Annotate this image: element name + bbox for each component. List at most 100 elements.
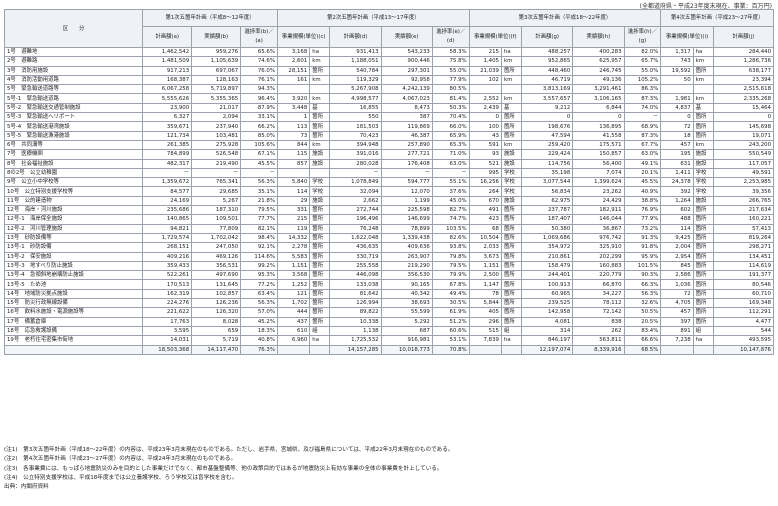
plan1-cell: 1,481,509: [142, 56, 193, 67]
plan3-cell: 49,136: [572, 74, 625, 86]
plan4-cell: 114,619: [712, 260, 775, 272]
plan4-unit: 箇所: [692, 112, 714, 123]
plan3-cell: 246,745: [572, 65, 625, 76]
plan2-unit: 箇所: [309, 288, 331, 300]
plan2-unit: 施設: [309, 158, 331, 169]
plan1-cell: 5,267: [191, 195, 242, 207]
plan2-cell: 45.0%: [431, 195, 470, 207]
plan4-scale: 9,425: [660, 232, 694, 244]
plan1-cell: 109,501: [191, 214, 242, 225]
plan4-scale: 1,411: [660, 167, 694, 179]
plan2-cell: 436,635: [329, 242, 382, 253]
plan2-unit: 箇所: [309, 223, 331, 234]
plan4-unit: [692, 344, 714, 355]
row-label: 5号-1 緊急輸送道路: [3, 93, 144, 104]
plan4-cell: 217,634: [712, 205, 775, 216]
plan1-cell: 45.5%: [240, 158, 278, 169]
plan4-scale: 7,238: [660, 335, 694, 346]
plan3-cell: 87.3%: [623, 93, 662, 104]
plan1-cell: 140,865: [142, 214, 193, 225]
col-header: 事業規模(単位)(f): [468, 26, 523, 48]
col-header: 計画額(d): [329, 26, 382, 48]
plan1-cell: 76.1%: [240, 74, 278, 86]
row-label: 5号-5 緊急輸送漁港施設: [3, 130, 144, 141]
plan2-cell: 5,267,908: [329, 84, 382, 95]
plan2-scale: 119: [276, 223, 311, 234]
plan1-cell: 76.3%: [240, 344, 278, 355]
unit-note: (全都道府県・平成23年度末現在、事業：百万円): [639, 3, 772, 10]
row-label: 13号-4 急傾斜地崩壊防止施設: [3, 270, 144, 281]
plan3-cell: 95.9%: [623, 251, 662, 262]
table-row: 10号 公立特別支援学校等 84,577 29,685 35.1% 114 学校 32,09…: [3, 186, 775, 197]
plan4-cell: 57,413: [712, 223, 775, 234]
plan4-cell: 10,147,876: [712, 344, 775, 355]
plan4-unit: 箇所: [692, 316, 714, 327]
plan3-cell: 56,834: [521, 186, 574, 197]
plan3-unit: km: [500, 74, 523, 86]
plan3-cell: 50.5%: [623, 307, 662, 318]
plan1-cell: 128,163: [191, 74, 242, 86]
plan3-cell: 142,958: [521, 307, 574, 318]
plan2-unit: 箇所: [309, 205, 331, 216]
plan3-cell: 229,424: [521, 149, 574, 160]
plan2-cell: 79.5%: [431, 260, 470, 272]
plan2-scale: 29: [276, 195, 311, 207]
plan3-scale: [468, 344, 502, 355]
plan4-scale: 4,837: [660, 102, 694, 114]
plan4-scale: 19,592: [660, 65, 694, 76]
plan3-cell: 220,779: [572, 270, 625, 281]
table-row: 18号 応急救護設備 3,595 659 18.3% 610 組 1,138 687 60.6%…: [3, 325, 775, 337]
plan2-scale: 215: [276, 214, 311, 225]
col-header: 実績額(e): [380, 26, 433, 48]
plan2-scale: 5,583: [276, 251, 311, 262]
plan2-cell: 14,157,285: [329, 344, 382, 355]
plan3-cell: 4,081: [521, 316, 574, 327]
plan2-cell: 297,301: [380, 65, 433, 76]
plan2-cell: 263,907: [380, 251, 433, 262]
plan2-unit: 箇所: [309, 297, 331, 309]
plan2-cell: 37.6%: [431, 186, 470, 197]
plan2-unit: 箇所: [309, 242, 331, 253]
row-label: 19号 老朽住宅密集市街地: [3, 335, 144, 346]
plan4-unit: km: [692, 93, 714, 104]
plan3-unit: 箇所: [500, 288, 523, 300]
plan4-unit: 学校: [692, 167, 714, 179]
row-label: 13号-5 ため池: [3, 279, 144, 290]
plan4-cell: 39,356: [712, 186, 775, 197]
plan2-cell: 10,018,773: [380, 344, 433, 355]
plan3-cell: 34,227: [572, 288, 625, 300]
plan1-cell: 659: [191, 325, 242, 337]
plan1-cell: 56.3%: [240, 297, 278, 309]
plan3-unit: 箇所: [500, 251, 523, 262]
plan3-cell: 78,112: [572, 297, 625, 309]
plan1-cell: 114.6%: [240, 251, 278, 262]
plan4-cell: 60,710: [712, 288, 775, 300]
plan3-cell: 244,401: [521, 270, 574, 281]
col-header: 進捗率(e)／(d): [431, 26, 470, 48]
plan2-cell: 687: [380, 325, 433, 337]
table-row: 19号 老朽住宅密集市街地 14,031 5,719 40.8% 6,960 ha 1,72…: [3, 335, 775, 346]
plan2-scale: 3,168: [276, 46, 311, 58]
table-row: 4号 消防活動用道路 168,387 128,163 76.1% 161 km 119,32…: [3, 74, 775, 86]
plan3-cell: 838: [572, 316, 625, 327]
plan1-cell: 14,031: [142, 335, 193, 346]
plan2-cell: 66.0%: [431, 121, 470, 132]
plan2-cell: 76,248: [329, 223, 382, 234]
plan2-cell: 70.8%: [431, 344, 470, 355]
plan4-unit: ha: [692, 335, 714, 346]
plan2-unit: 箇所: [309, 130, 331, 141]
plan2-cell: 55,599: [380, 307, 433, 318]
plan4-unit: 学校: [692, 186, 714, 197]
plan2-scale: 1,151: [276, 260, 311, 272]
plan3-cell: 488,257: [521, 46, 574, 58]
plan4-cell: 80,546: [712, 279, 775, 290]
plan3-cell: 50,380: [521, 223, 574, 234]
plan2-cell: 51.2%: [431, 316, 470, 327]
plan1-cell: 131,645: [191, 279, 242, 290]
plan2-cell: 540,784: [329, 65, 382, 76]
plan4-cell: 49,591: [712, 167, 775, 179]
plan1-cell: 168,387: [142, 74, 193, 86]
plan2-cell: －: [431, 167, 470, 179]
plan2-scale: 1,252: [276, 279, 311, 290]
plan4-cell: 112,291: [712, 307, 775, 318]
